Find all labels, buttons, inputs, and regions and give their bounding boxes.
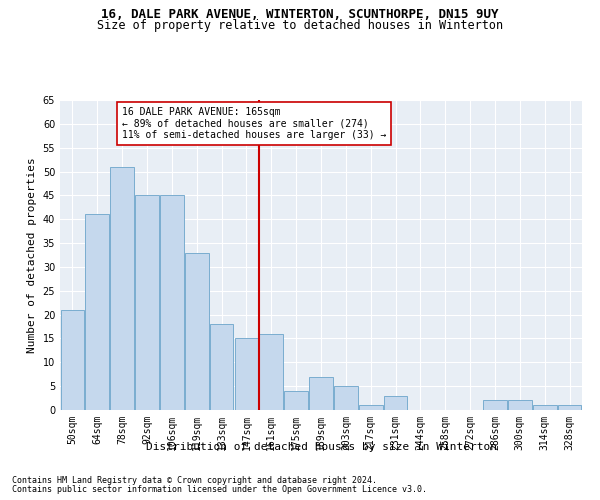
Text: Contains public sector information licensed under the Open Government Licence v3: Contains public sector information licen… <box>12 485 427 494</box>
Bar <box>309 376 333 410</box>
Bar <box>210 324 233 410</box>
Bar <box>61 310 84 410</box>
Bar <box>259 334 283 410</box>
Text: Size of property relative to detached houses in Winterton: Size of property relative to detached ho… <box>97 19 503 32</box>
Bar <box>558 405 581 410</box>
Bar <box>483 400 507 410</box>
Bar <box>135 196 159 410</box>
Text: 16 DALE PARK AVENUE: 165sqm
← 89% of detached houses are smaller (274)
11% of se: 16 DALE PARK AVENUE: 165sqm ← 89% of det… <box>122 107 386 140</box>
Bar <box>284 391 308 410</box>
Bar <box>508 400 532 410</box>
Bar <box>235 338 258 410</box>
Bar <box>384 396 407 410</box>
Text: Distribution of detached houses by size in Winterton: Distribution of detached houses by size … <box>146 442 497 452</box>
Bar <box>110 167 134 410</box>
Bar <box>359 405 383 410</box>
Y-axis label: Number of detached properties: Number of detached properties <box>27 157 37 353</box>
Bar <box>185 252 209 410</box>
Text: 16, DALE PARK AVENUE, WINTERTON, SCUNTHORPE, DN15 9UY: 16, DALE PARK AVENUE, WINTERTON, SCUNTHO… <box>101 8 499 20</box>
Bar <box>533 405 557 410</box>
Text: Contains HM Land Registry data © Crown copyright and database right 2024.: Contains HM Land Registry data © Crown c… <box>12 476 377 485</box>
Bar <box>85 214 109 410</box>
Bar <box>160 196 184 410</box>
Bar <box>334 386 358 410</box>
